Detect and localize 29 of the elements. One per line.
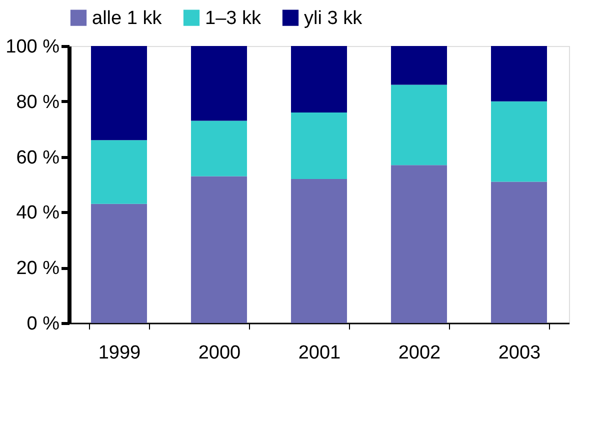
bar	[491, 101, 547, 182]
bar	[291, 112, 347, 179]
bar	[191, 120, 247, 176]
bar	[91, 46, 147, 140]
bar	[91, 204, 147, 323]
x-tick-label: 2002	[398, 342, 441, 364]
bar	[91, 140, 147, 204]
y-tick-label: 0 %	[26, 314, 60, 334]
x-tick-label: 2000	[198, 342, 241, 364]
x-tick-label: 2003	[498, 342, 541, 364]
legend-label: 1–3 kk	[205, 8, 262, 29]
bar	[191, 46, 247, 121]
y-tick-label: 60 %	[16, 147, 60, 168]
bar	[291, 178, 347, 323]
legend-label: yli 3 kk	[304, 8, 363, 29]
bar	[391, 46, 447, 85]
y-tick-label: 20 %	[16, 258, 60, 280]
y-tick-label: 80 %	[16, 92, 60, 113]
bar	[391, 165, 447, 323]
y-tick-label: 100 %	[6, 36, 60, 58]
bar	[291, 46, 347, 112]
legend-label: alle 1 kk	[92, 8, 162, 29]
bar	[491, 46, 547, 102]
bar	[391, 84, 447, 166]
y-tick-label: 40 %	[16, 202, 60, 224]
bar	[191, 176, 247, 323]
x-tick-label: 1999	[98, 342, 141, 364]
bar	[491, 182, 547, 323]
x-tick-label: 2001	[298, 342, 341, 364]
